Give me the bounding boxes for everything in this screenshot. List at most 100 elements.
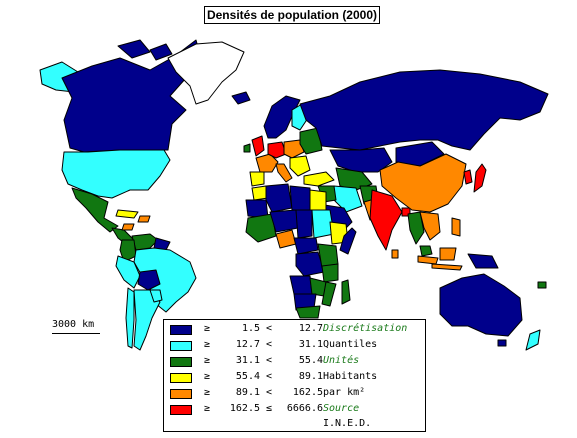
units-heading: Unités [323,355,360,366]
region-sri-lanka [391,249,399,259]
region-france [255,153,279,173]
legend-operator: < [266,339,273,350]
legend-geq-symbol: ≥ [204,387,211,398]
legend-operator: < [266,387,273,398]
region-chad [295,209,313,239]
region-new-guinea [467,253,499,269]
region-caribbean-1 [115,209,139,219]
legend-row: ≥ 55.4 < 89.1 [164,370,324,386]
legend-operator: < [266,323,273,334]
legend-row: ≥ 31.1 < 55.4 [164,354,324,370]
region-australia [439,273,523,337]
region-central-europe [283,139,305,159]
region-indochina [419,211,441,241]
region-new-zealand [525,329,541,351]
region-chile [125,287,135,349]
legend-geq-symbol: ≥ [204,323,211,334]
legend-swatch [170,389,192,399]
region-arctic-islands-1 [117,39,151,59]
region-iberia [249,171,265,187]
region-arctic-islands-2 [149,43,173,61]
region-peru [115,255,141,289]
region-uk [251,135,265,157]
legend-swatch [170,405,192,415]
region-usa [61,149,171,199]
region-eastern-europe [299,127,323,155]
legend-row: ≥ 1.5 < 12.7 [164,322,324,338]
region-madagascar [341,279,351,305]
units-value-line-1: Habitants [323,371,378,382]
region-china [379,153,467,213]
scale-label: 3000 km [52,319,95,330]
region-libya [289,185,311,211]
region-korea [463,169,473,185]
region-philippines [451,217,461,237]
region-south-africa [295,305,321,319]
legend-row: ≥ 12.7 < 31.1 [164,338,324,354]
region-pacific-island [537,281,547,289]
region-india [369,189,403,251]
region-bolivia [137,269,161,291]
region-myanmar [407,211,425,245]
legend-high-value: 162.5 [292,387,323,398]
legend-low-value: 89.1 [235,387,260,398]
region-kazakhstan [329,147,393,173]
legend-swatch [170,325,192,335]
region-indonesia-2 [439,247,457,261]
legend-geq-symbol: ≥ [204,339,211,350]
scale-bar [52,333,100,334]
region-canada [61,39,203,153]
legend-low-value: 1.5 [241,323,260,334]
legend-operator: < [266,355,273,366]
legend-high-value: 31.1 [298,339,323,350]
region-caribbean-2 [137,215,151,223]
region-italy [275,163,293,183]
region-west-africa [245,213,277,243]
region-angola [289,275,313,295]
legend-low-value: 55.4 [235,371,260,382]
legend-swatch [170,373,192,383]
legend-operator: ≤ [266,403,273,414]
region-colombia [119,239,137,263]
units-value-line-2: par km² [323,387,366,398]
legend: ≥ 1.5 < 12.7 ≥ 12.7 < 31.1 ≥ 31.1 < 55.4… [163,319,426,432]
region-benelux-germany [267,141,287,159]
region-malaysia [419,245,433,257]
legend-high-value: 89.1 [298,371,323,382]
region-iceland [231,91,251,105]
region-algeria [265,183,293,213]
region-somalia [339,227,357,255]
region-congo [295,251,325,277]
legend-row: ≥ 89.1 < 162.5 [164,386,324,402]
map-title: Densités de population (2000) [204,6,380,24]
region-central-africa [293,237,319,255]
discretisation-heading: Discrétisation [323,323,408,334]
legend-low-value: 12.7 [235,339,260,350]
region-indonesia-3 [431,263,463,271]
region-indonesia-1 [417,255,439,265]
legend-geq-symbol: ≥ [204,371,211,382]
region-russia [299,69,549,151]
region-japan [473,163,487,193]
region-egypt [309,189,327,211]
region-paraguay [149,289,163,303]
legend-low-value: 31.1 [235,355,260,366]
region-greenland [167,41,245,105]
region-balkans [289,155,311,177]
legend-high-value: 6666.6 [286,403,323,414]
source-heading: Source [323,403,360,414]
region-tanzania [321,263,339,283]
source-value: I.N.E.D. [323,418,372,429]
legend-operator: < [266,371,273,382]
legend-geq-symbol: ≥ [204,355,211,366]
legend-geq-symbol: ≥ [204,403,211,414]
discretisation-value: Quantiles [323,339,378,350]
legend-swatch [170,357,192,367]
region-tasmania [497,339,507,347]
region-caribbean-3 [121,223,135,231]
region-turkey [303,171,335,187]
region-nigeria [275,229,297,249]
region-ireland [243,143,251,153]
legend-high-value: 12.7 [298,323,323,334]
